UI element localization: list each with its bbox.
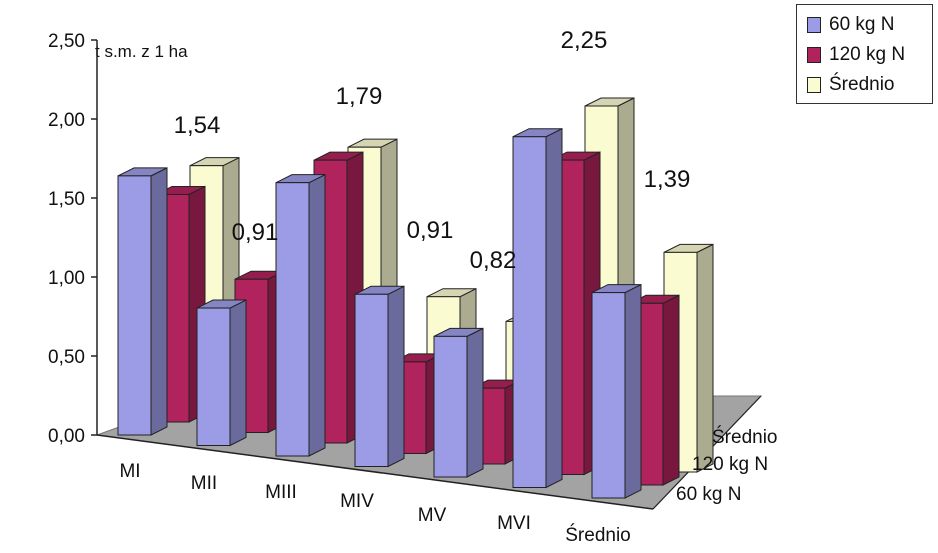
bar-side xyxy=(624,283,642,499)
category-label: MVI xyxy=(497,513,531,534)
bar-side xyxy=(387,285,405,468)
data-label: 1,39 xyxy=(644,166,691,193)
bar-front xyxy=(275,182,310,457)
data-label: 1,79 xyxy=(336,83,383,110)
depth-label: 120 kg N xyxy=(692,454,768,475)
y-axis-unit-label: t s.m. z 1 ha xyxy=(95,42,188,61)
legend-swatch-120kg xyxy=(807,47,821,63)
category-label: Średnio xyxy=(565,524,631,546)
y-tick-label: 0,50 xyxy=(48,347,85,368)
depth-label: Średnio xyxy=(712,426,778,448)
legend-item-srednio: Średnio xyxy=(807,74,895,96)
bar-side xyxy=(150,167,168,436)
bar-front xyxy=(117,175,152,436)
bar-side xyxy=(696,243,714,473)
category-label: MIII xyxy=(265,482,297,503)
x-axis-line xyxy=(96,434,654,510)
bar-front xyxy=(512,136,547,489)
category-label: MIV xyxy=(340,491,374,512)
legend-label-srednio: Średnio xyxy=(829,74,895,95)
bar-side xyxy=(308,173,326,457)
legend-label-120kg: 120 kg N xyxy=(829,44,906,65)
y-tick-label: 0,00 xyxy=(48,426,85,447)
y-tick-label: 1,00 xyxy=(48,268,85,289)
data-label: 0,91 xyxy=(232,219,279,246)
bar-60-kg-n-średnio xyxy=(591,283,642,499)
data-label: 1,54 xyxy=(174,112,221,139)
bar-side xyxy=(545,127,563,489)
bar-side xyxy=(662,294,680,486)
depth-label: 60 kg N xyxy=(676,484,741,505)
category-label: MV xyxy=(418,505,447,526)
category-label: MI xyxy=(119,461,140,482)
legend-label-60kg: 60 kg N xyxy=(829,14,895,35)
bar-front xyxy=(433,335,468,478)
bar-60-kg-n-mii xyxy=(196,299,247,447)
bar-60-kg-n-mi xyxy=(117,167,168,436)
bar-side xyxy=(466,327,484,478)
bar-60-kg-n-miii xyxy=(275,173,326,457)
bar-front xyxy=(591,292,626,499)
legend-swatch-srednio xyxy=(807,77,821,93)
bar-front xyxy=(196,307,231,447)
bar-60-kg-n-miv xyxy=(354,285,405,468)
y-tick-label: 2,50 xyxy=(48,31,85,52)
y-tick-label: 1,50 xyxy=(48,189,85,210)
legend: 60 kg N 120 kg N Średnio xyxy=(796,4,933,104)
data-label: 2,25 xyxy=(561,27,608,54)
legend-item-120kg: 120 kg N xyxy=(807,44,905,66)
bar-średnio-średnio xyxy=(663,243,714,473)
bar-side xyxy=(229,299,247,447)
bar-60-kg-n-mvi xyxy=(512,127,563,489)
category-label: MII xyxy=(191,473,217,494)
legend-swatch-60kg xyxy=(807,17,821,33)
data-label: 0,82 xyxy=(470,247,517,274)
bar-60-kg-n-mv xyxy=(433,327,484,478)
data-label: 0,91 xyxy=(407,217,454,244)
legend-item-60kg: 60 kg N xyxy=(807,14,894,36)
bar-front xyxy=(354,293,389,467)
y-tick-label: 2,00 xyxy=(48,110,85,131)
